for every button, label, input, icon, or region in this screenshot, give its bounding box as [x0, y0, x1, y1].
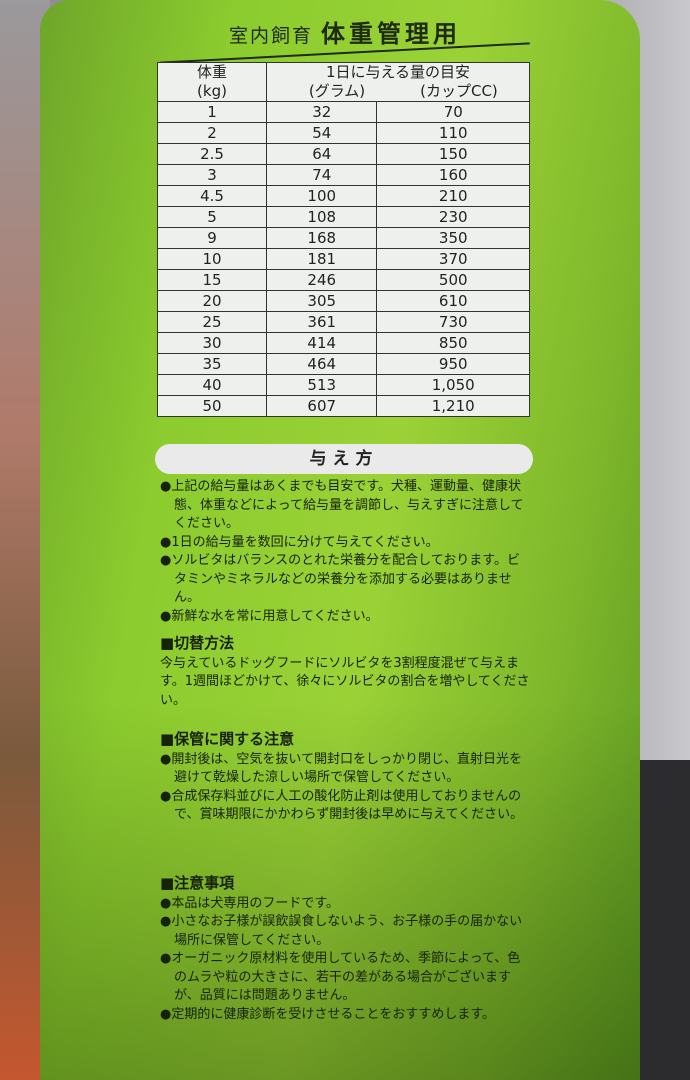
cell-g: 64: [265, 143, 378, 165]
cell-kg: 30: [157, 332, 267, 354]
cell-cc: 150: [376, 143, 530, 165]
cell-kg: 9: [157, 227, 267, 249]
cell-cc: 210: [376, 185, 530, 207]
notes-section: ■注意事項 ●本品は犬専用のフードです。 ●小さなお子様が誤飲誤食しないよう、お子…: [160, 868, 530, 1024]
table-row: 5 108 230: [157, 206, 530, 228]
storage-title: ■保管に関する注意: [160, 730, 295, 748]
table-row: 2.5 64 150: [157, 143, 530, 165]
cell-g: 607: [265, 395, 378, 417]
cell-g: 246: [265, 269, 378, 291]
bullet-item: ●合成保存料並びに人工の酸化防止剤は使用しておりませんので、賞味期限にかかわらず…: [160, 788, 524, 823]
cell-cc: 1,210: [376, 395, 530, 417]
feeding-instructions: ●上記の給与量はあくまでも目安です。犬種、運動量、健康状態、体重などによって給与…: [160, 478, 530, 626]
cell-kg: 4.5: [157, 185, 267, 207]
table-row: 30 414 850: [157, 332, 530, 354]
bullet-item: ●新鮮な水を常に用意してください。: [160, 608, 379, 624]
table-row: 20 305 610: [157, 290, 530, 312]
cell-kg: 2.5: [157, 143, 267, 165]
cell-g: 305: [265, 290, 378, 312]
cell-cc: 70: [376, 101, 530, 123]
cell-kg: 50: [157, 395, 267, 417]
cell-cc: 230: [376, 206, 530, 228]
table-row: 40 513 1,050: [157, 374, 530, 396]
bullet-item: ●小さなお子様が誤飲誤食しないよう、お子様の手の届かない場所に保管してください。: [160, 914, 523, 948]
cell-g: 74: [265, 164, 378, 186]
cell-cc: 850: [376, 332, 530, 354]
table-row: 2 54 110: [157, 122, 530, 144]
table-row: 3 74 160: [157, 164, 530, 186]
cell-g: 108: [265, 206, 378, 228]
cell-g: 181: [265, 248, 378, 270]
cell-g: 32: [265, 101, 378, 123]
table-row: 10 181 370: [157, 248, 530, 270]
notes-title: ■注意事項: [160, 874, 235, 892]
subtitle-large: 体重管理用: [321, 20, 461, 48]
header-weight: 体重 (kg): [157, 62, 267, 102]
cell-cc: 370: [376, 248, 530, 270]
storage-section: ■保管に関する注意 ●開封後は、空気を抜いて開封口をしっかり閉じ、直射日光を避け…: [160, 724, 530, 825]
cell-cc: 160: [376, 164, 530, 186]
cell-cc: 500: [376, 269, 530, 291]
table-row: 1 32 70: [157, 101, 530, 123]
subtitle-small: 室内飼育: [228, 25, 313, 47]
bullet-item: ●ソルビタはバランスのとれた栄養分を配合しております。ビタミンやミネラルなどの栄…: [160, 553, 521, 605]
cell-kg: 3: [157, 164, 267, 186]
cell-kg: 35: [157, 353, 267, 375]
cell-kg: 25: [157, 311, 267, 333]
cell-kg: 5: [157, 206, 267, 228]
cell-cc: 950: [376, 353, 530, 375]
cell-cc: 610: [376, 290, 530, 312]
table-row: 50 607 1,210: [157, 395, 530, 417]
header-amount: 1日に与える量の目安 (グラム) (カップCC): [266, 62, 530, 102]
cell-cc: 730: [376, 311, 530, 333]
bullet-item: ●1日の給与量を数回に分けて与えてください。: [160, 534, 439, 550]
feeding-section-title: 与え方: [155, 444, 533, 474]
cell-g: 168: [265, 227, 378, 249]
table-row: 9 168 350: [157, 227, 530, 249]
table-row: 15 246 500: [157, 269, 530, 291]
table-row: 35 464 950: [157, 353, 530, 375]
cell-g: 54: [265, 122, 378, 144]
cell-g: 513: [265, 374, 378, 396]
cell-kg: 10: [157, 248, 267, 270]
cell-cc: 1,050: [376, 374, 530, 396]
cell-kg: 40: [157, 374, 267, 396]
package-subtitle: 室内飼育 体重管理用: [0, 14, 690, 49]
switching-title: ■切替方法: [160, 634, 235, 652]
bullet-item: ●本品は犬専用のフードです。: [160, 895, 340, 911]
cell-kg: 20: [157, 290, 267, 312]
feeding-table: 体重 (kg) 1日に与える量の目安 (グラム) (カップCC) 1 32 70 2 54 11…: [157, 62, 530, 417]
bullet-item: ●上記の給与量はあくまでも目安です。犬種、運動量、健康状態、体重などによって給与…: [160, 479, 524, 531]
package-shadow: [40, 700, 640, 1080]
bullet-item: ●オーガニック原材料を使用しているため、季節によって、色のムラや粒の大きさに、若…: [160, 951, 521, 1003]
switching-section: ■切替方法 今与えているドッグフードにソルビタを3割程度混ぜて与えます。1週間ほ…: [160, 628, 530, 710]
bullet-item: ●定期的に健康診断を受けさせることをおすすめします。: [160, 1006, 496, 1022]
cell-cc: 110: [376, 122, 530, 144]
cell-g: 100: [265, 185, 378, 207]
cell-g: 361: [265, 311, 378, 333]
switching-body: 今与えているドッグフードにソルビタを3割程度混ぜて与えます。1週間ほどかけて、徐…: [160, 655, 530, 708]
table-row: 4.5 100 210: [157, 185, 530, 207]
cell-kg: 1: [157, 101, 267, 123]
cell-g: 414: [265, 332, 378, 354]
cell-kg: 15: [157, 269, 267, 291]
cell-cc: 350: [376, 227, 530, 249]
table-row: 25 361 730: [157, 311, 530, 333]
bullet-item: ●開封後は、空気を抜いて開封口をしっかり閉じ、直射日光を避けて乾燥した涼しい場所…: [160, 751, 522, 786]
cell-g: 464: [265, 353, 378, 375]
cell-kg: 2: [157, 122, 267, 144]
